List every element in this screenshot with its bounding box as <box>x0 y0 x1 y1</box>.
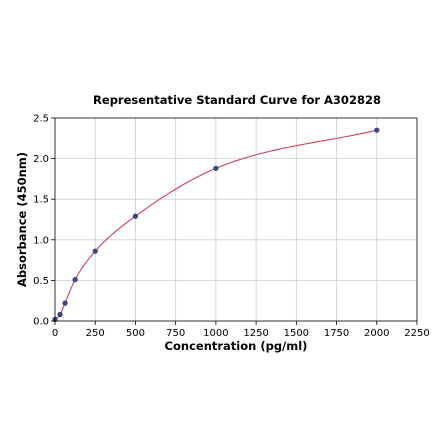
x-tick-label: 250 <box>86 328 105 339</box>
y-tick-label: 2.5 <box>33 114 49 125</box>
x-tick-label: 500 <box>126 328 145 339</box>
y-axis-label: Absorbance (450nm) <box>15 152 29 287</box>
y-axis-ticks: 0.0 0.5 1.0 1.5 2.0 2.5 <box>33 114 55 328</box>
data-point <box>374 127 380 133</box>
y-tick-label: 2.0 <box>33 154 49 165</box>
plot-frame <box>54 117 418 322</box>
x-tick-label: 750 <box>166 328 185 339</box>
x-tick-label: 2250 <box>404 328 429 339</box>
y-tick-label: 1.5 <box>33 195 49 206</box>
data-points <box>52 127 380 322</box>
y-tick-label: 1.0 <box>33 235 49 246</box>
data-point <box>62 300 68 306</box>
y-tick-label: 0.5 <box>33 276 49 287</box>
x-tick-label: 1250 <box>243 328 268 339</box>
x-axis-ticks: 0 250 500 750 1000 1250 1500 1750 2000 2250 <box>52 321 430 339</box>
data-point <box>72 276 78 283</box>
grid-lines <box>55 118 417 321</box>
data-point <box>92 248 98 254</box>
x-tick-label: 2000 <box>364 328 389 339</box>
y-tick-label: 0.0 <box>33 317 49 328</box>
x-axis-label: Concentration (pg/ml) <box>165 339 308 353</box>
x-tick-label: 1500 <box>284 328 309 339</box>
data-point <box>213 165 219 171</box>
x-tick-label: 1000 <box>203 328 228 339</box>
x-tick-label: 0 <box>52 328 58 339</box>
x-tick-label: 1750 <box>324 328 349 339</box>
data-point <box>132 213 139 219</box>
chart-title: Representative Standard Curve for A30282… <box>93 93 381 107</box>
data-point <box>57 311 63 318</box>
